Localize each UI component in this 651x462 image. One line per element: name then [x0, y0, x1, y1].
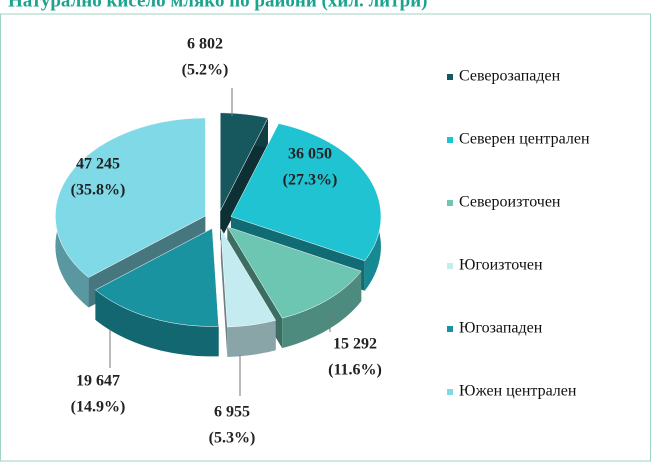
legend-label: Югозападен — [459, 320, 543, 337]
percent-label: (11.6%) — [328, 362, 382, 379]
data-label: 47 245 — [76, 156, 120, 173]
slice — [94, 228, 219, 327]
chart-title: Натурално кисело мляко по райони (хил. л… — [8, 0, 428, 11]
slice-side — [227, 320, 276, 357]
data-label: 19 647 — [76, 373, 120, 390]
legend-swatch — [447, 74, 453, 80]
slice-wall — [220, 117, 268, 241]
legend-label: Североизточен — [459, 194, 561, 211]
percent-label: (27.3%) — [283, 172, 338, 189]
legend-label: Югоизточен — [459, 257, 543, 274]
legend-swatch — [447, 326, 453, 332]
slice-side — [282, 271, 362, 349]
legend-swatch — [447, 137, 453, 143]
slice — [55, 117, 206, 278]
percent-label: (5.3%) — [209, 430, 256, 447]
legend-label: Северозападен — [459, 68, 561, 85]
slice — [220, 112, 269, 211]
percent-label: (14.9%) — [71, 399, 126, 416]
legend-label: Южен централен — [459, 383, 577, 400]
percent-label: (35.8%) — [71, 182, 126, 199]
slice — [220, 228, 277, 328]
data-label: 15 292 — [333, 336, 377, 353]
data-label: 36 050 — [288, 146, 332, 163]
slice — [226, 226, 362, 319]
legend-swatch — [447, 263, 453, 269]
slice-wall — [220, 229, 228, 357]
data-label: 6 802 — [187, 36, 223, 53]
legend-swatch — [447, 389, 453, 395]
legend-label: Северен централен — [459, 131, 590, 148]
percent-label: (5.2%) — [182, 62, 229, 79]
data-label: 6 955 — [214, 404, 250, 421]
slice-side — [95, 289, 219, 357]
slice — [230, 123, 382, 262]
legend-swatch — [447, 200, 453, 206]
